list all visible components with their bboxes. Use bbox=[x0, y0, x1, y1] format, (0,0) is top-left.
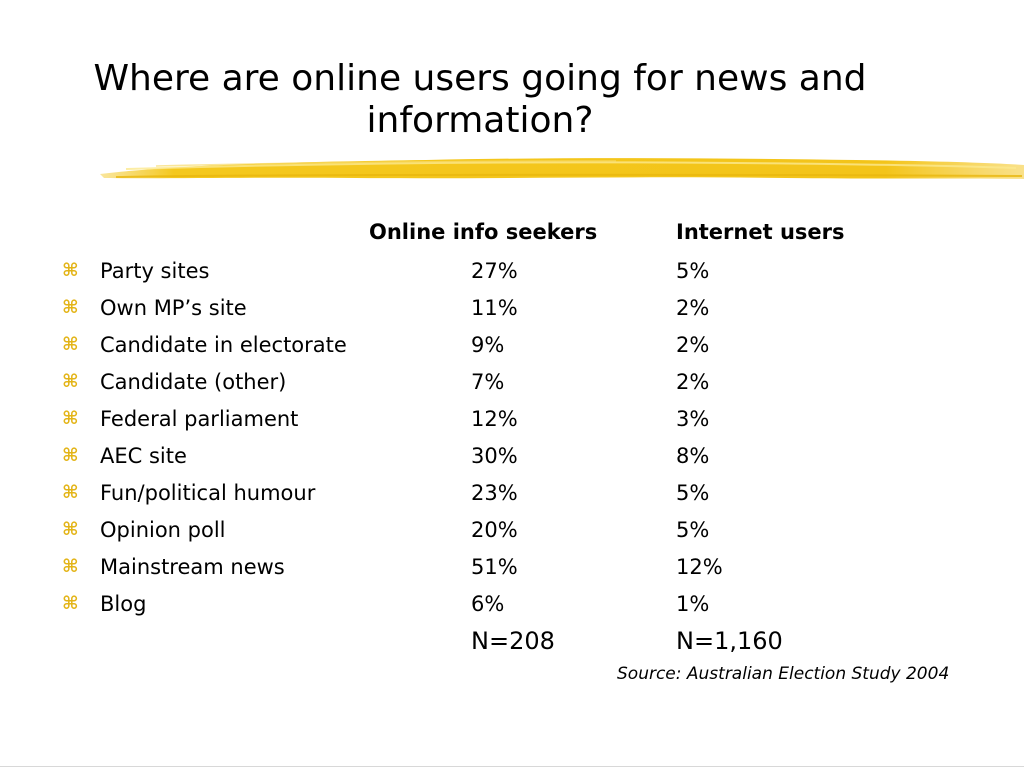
command-bullet-icon: ⌘ bbox=[62, 556, 79, 577]
internet-users-value: 5% bbox=[676, 481, 710, 505]
row-label: Fun/political humour bbox=[100, 481, 316, 505]
list-item: ⌘ Candidate in electorate 9% 2% bbox=[0, 331, 1024, 368]
list-item: ⌘ Own MP’s site 11% 2% bbox=[0, 294, 1024, 331]
list-item: ⌘ Opinion poll 20% 5% bbox=[0, 516, 1024, 553]
list-item: ⌘ AEC site 30% 8% bbox=[0, 442, 1024, 479]
command-bullet-icon: ⌘ bbox=[62, 445, 79, 466]
column-header-online-info-seekers: Online info seekers bbox=[369, 220, 598, 244]
slide-title: Where are online users going for news an… bbox=[93, 58, 867, 141]
command-bullet-icon: ⌘ bbox=[62, 519, 79, 540]
internet-users-value: 12% bbox=[676, 555, 723, 579]
online-info-seekers-value: 9% bbox=[471, 333, 505, 357]
online-info-seekers-value: 51% bbox=[471, 555, 518, 579]
internet-users-total: N=1,160 bbox=[676, 627, 783, 655]
online-info-seekers-value: 27% bbox=[471, 259, 518, 283]
row-label: Opinion poll bbox=[100, 518, 226, 542]
online-info-seekers-value: 12% bbox=[471, 407, 518, 431]
online-info-seekers-value: 7% bbox=[471, 370, 505, 394]
internet-users-value: 2% bbox=[676, 333, 710, 357]
command-bullet-icon: ⌘ bbox=[62, 408, 79, 429]
row-label: Own MP’s site bbox=[100, 296, 247, 320]
command-bullet-icon: ⌘ bbox=[62, 260, 79, 281]
command-bullet-icon: ⌘ bbox=[62, 297, 79, 318]
row-label: Party sites bbox=[100, 259, 210, 283]
row-label: Mainstream news bbox=[100, 555, 285, 579]
highlighter-stroke bbox=[100, 158, 1024, 179]
row-label: Blog bbox=[100, 592, 147, 616]
row-label: AEC site bbox=[100, 444, 187, 468]
internet-users-value: 5% bbox=[676, 518, 710, 542]
internet-users-value: 1% bbox=[676, 592, 710, 616]
row-label: Candidate in electorate bbox=[100, 333, 347, 357]
online-info-seekers-value: 20% bbox=[471, 518, 518, 542]
row-label: Federal parliament bbox=[100, 407, 299, 431]
command-bullet-icon: ⌘ bbox=[62, 482, 79, 503]
online-info-seekers-value: 23% bbox=[471, 481, 518, 505]
internet-users-value: 3% bbox=[676, 407, 710, 431]
internet-users-value: 2% bbox=[676, 296, 710, 320]
internet-users-value: 8% bbox=[676, 444, 710, 468]
internet-users-value: 2% bbox=[676, 370, 710, 394]
list-item: ⌘ Blog 6% 1% bbox=[0, 590, 1024, 627]
internet-users-value: 5% bbox=[676, 259, 710, 283]
list-item: ⌘ Mainstream news 51% 12% bbox=[0, 553, 1024, 590]
command-bullet-icon: ⌘ bbox=[62, 371, 79, 392]
row-label: Candidate (other) bbox=[100, 370, 287, 394]
command-bullet-icon: ⌘ bbox=[62, 334, 79, 355]
online-info-seekers-total: N=208 bbox=[471, 627, 555, 655]
list-item: ⌘ Federal parliament 12% 3% bbox=[0, 405, 1024, 442]
source-citation: Source: Australian Election Study 2004 bbox=[617, 664, 950, 684]
list-item: ⌘ Fun/political humour 23% 5% bbox=[0, 479, 1024, 516]
column-header-internet-users: Internet users bbox=[676, 220, 845, 244]
online-info-seekers-value: 11% bbox=[471, 296, 518, 320]
list-item: ⌘ Party sites 27% 5% bbox=[0, 257, 1024, 294]
list-item: ⌘ Candidate (other) 7% 2% bbox=[0, 368, 1024, 405]
online-info-seekers-value: 30% bbox=[471, 444, 518, 468]
bottom-divider bbox=[0, 766, 1024, 767]
online-info-seekers-value: 6% bbox=[471, 592, 505, 616]
command-bullet-icon: ⌘ bbox=[62, 593, 79, 614]
